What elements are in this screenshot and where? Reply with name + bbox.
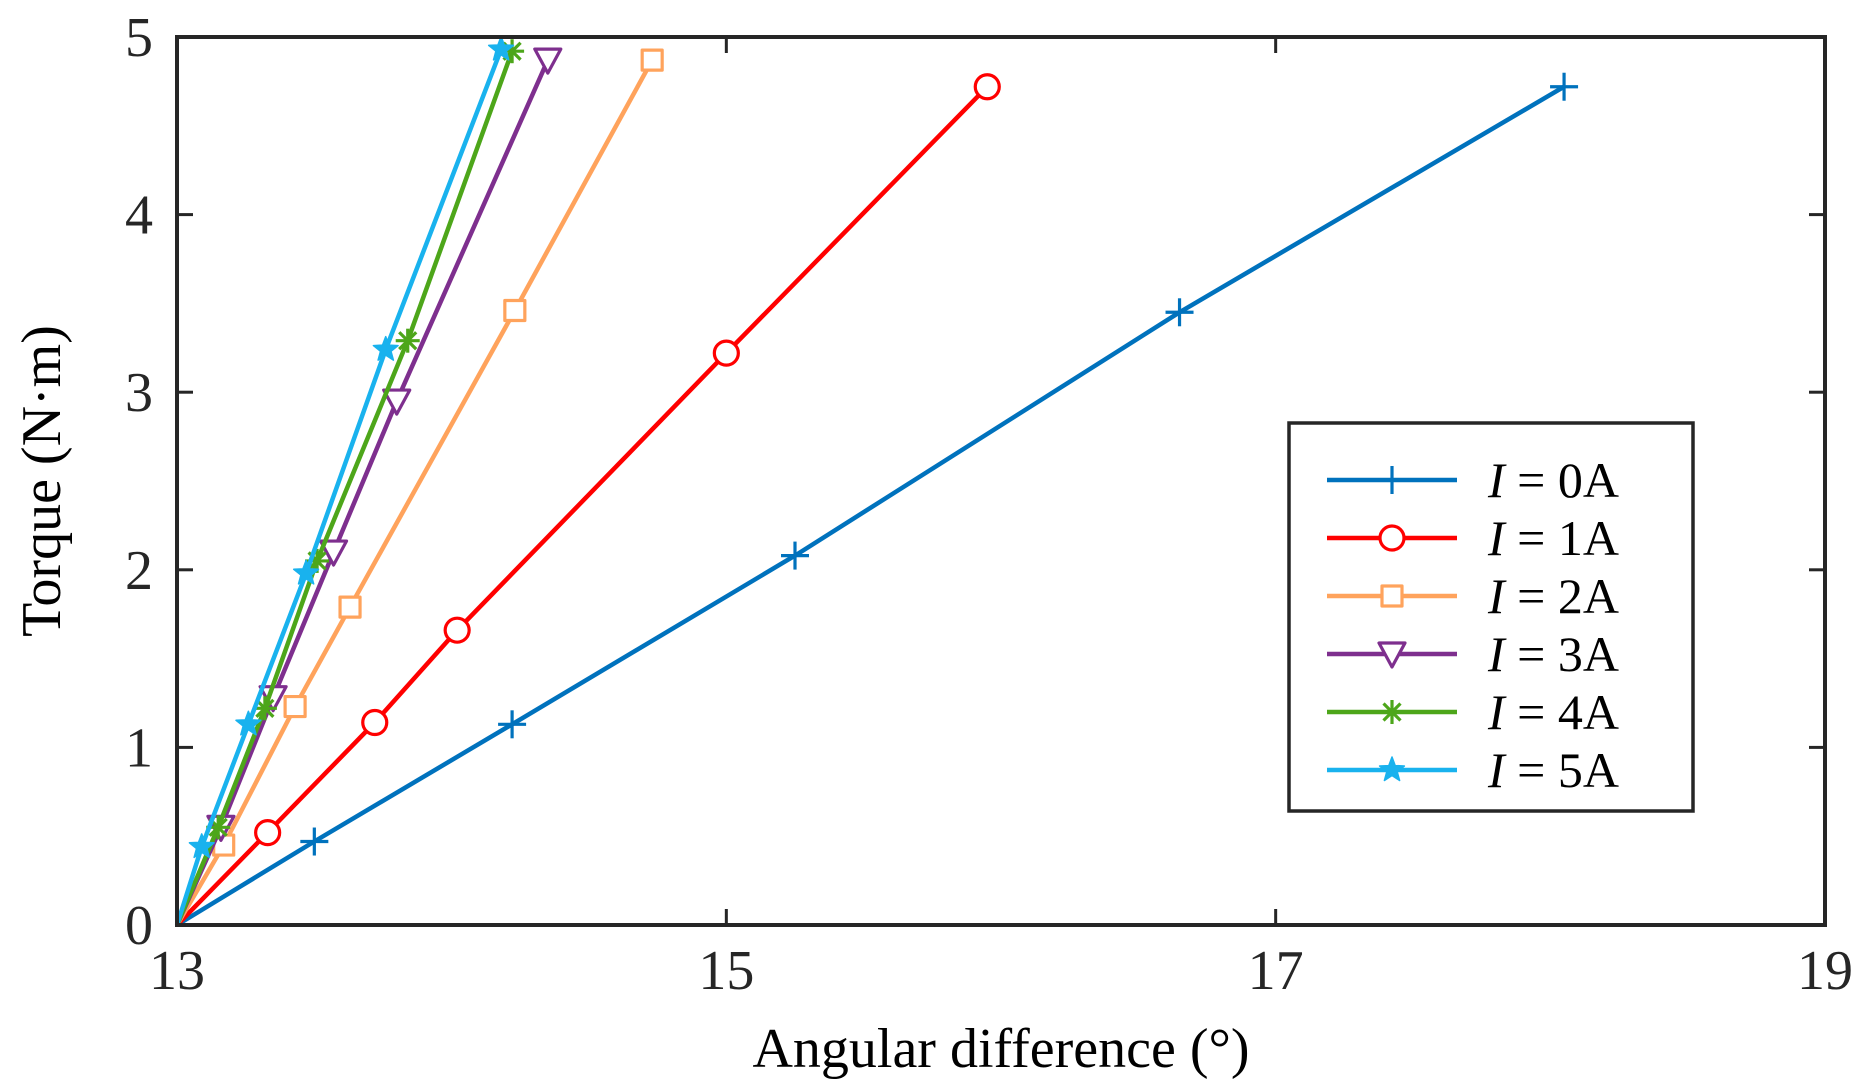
data-point (395, 328, 420, 353)
data-point (712, 339, 740, 367)
data-point (533, 47, 563, 75)
x-axis-title: Angular difference (°) (752, 1018, 1249, 1080)
data-point (781, 541, 809, 570)
data-point (1165, 298, 1194, 327)
data-point (300, 827, 329, 856)
data-point (382, 388, 412, 416)
legend-label: I = 3A (1487, 626, 1619, 682)
y-tick-label: 1 (125, 717, 153, 779)
legend-marker (1377, 641, 1407, 669)
series-line (175, 59, 655, 927)
series-line (175, 85, 989, 927)
legend-item: I = 4A (1327, 684, 1619, 740)
data-point (292, 559, 320, 585)
data-point (487, 35, 515, 61)
legend-marker (1378, 524, 1406, 552)
axis-ticks: 13 15 17 19 0 1 2 3 4 5 (125, 7, 1853, 1002)
legend-item: I = 1A (1327, 510, 1619, 566)
data-point (640, 48, 664, 72)
y-axis-title: Torque (N·m) (11, 325, 73, 637)
legend: I = 0AI = 1AI = 2AI = 3AI = 4AI = 5A (1287, 421, 1695, 813)
data-point (372, 335, 399, 361)
y-tick-label: 4 (125, 185, 153, 247)
data-point (235, 710, 262, 736)
legend-box (1287, 421, 1695, 813)
legend-marker (1378, 466, 1406, 494)
legend-label: I = 5A (1487, 742, 1619, 798)
legend-item: I = 3A (1327, 626, 1619, 682)
legend-item: I = 2A (1327, 568, 1619, 624)
x-tick-label: 13 (149, 940, 205, 1002)
data-point (361, 708, 389, 737)
data-point (338, 595, 362, 619)
data-point (283, 694, 307, 719)
x-tick-label: 19 (1797, 940, 1853, 1002)
legend-label: I = 2A (1487, 568, 1619, 624)
series-0 (175, 72, 1579, 927)
data-point (188, 833, 215, 859)
data-point (503, 298, 527, 323)
data-point (443, 616, 471, 644)
series-layer (174, 35, 1579, 927)
legend-item: I = 0A (1327, 452, 1619, 508)
series-2 (175, 48, 664, 927)
legend-marker (1380, 584, 1404, 608)
y-tick-label: 2 (125, 540, 153, 602)
series-line (175, 84, 1566, 927)
data-point (318, 539, 349, 567)
data-point (1550, 72, 1579, 101)
data-point (498, 710, 527, 739)
legend-item: I = 5A (1327, 742, 1619, 798)
series-1 (175, 73, 1001, 927)
legend-marker (1378, 756, 1406, 782)
plot-area-frame (175, 35, 1827, 927)
y-tick-label: 3 (125, 362, 153, 424)
x-tick-label: 17 (1248, 940, 1304, 1002)
data-point (254, 819, 282, 847)
series-line (174, 48, 504, 926)
x-tick-label: 15 (698, 940, 754, 1002)
legend-label: I = 4A (1487, 684, 1619, 740)
data-point (973, 73, 1001, 101)
legend-label: I = 0A (1487, 452, 1619, 508)
data-point (252, 696, 277, 721)
legend-label: I = 1A (1487, 510, 1619, 566)
y-tick-label: 5 (125, 7, 153, 69)
series-5 (174, 35, 515, 926)
legend-marker (1380, 700, 1404, 724)
y-tick-label: 0 (125, 895, 153, 957)
